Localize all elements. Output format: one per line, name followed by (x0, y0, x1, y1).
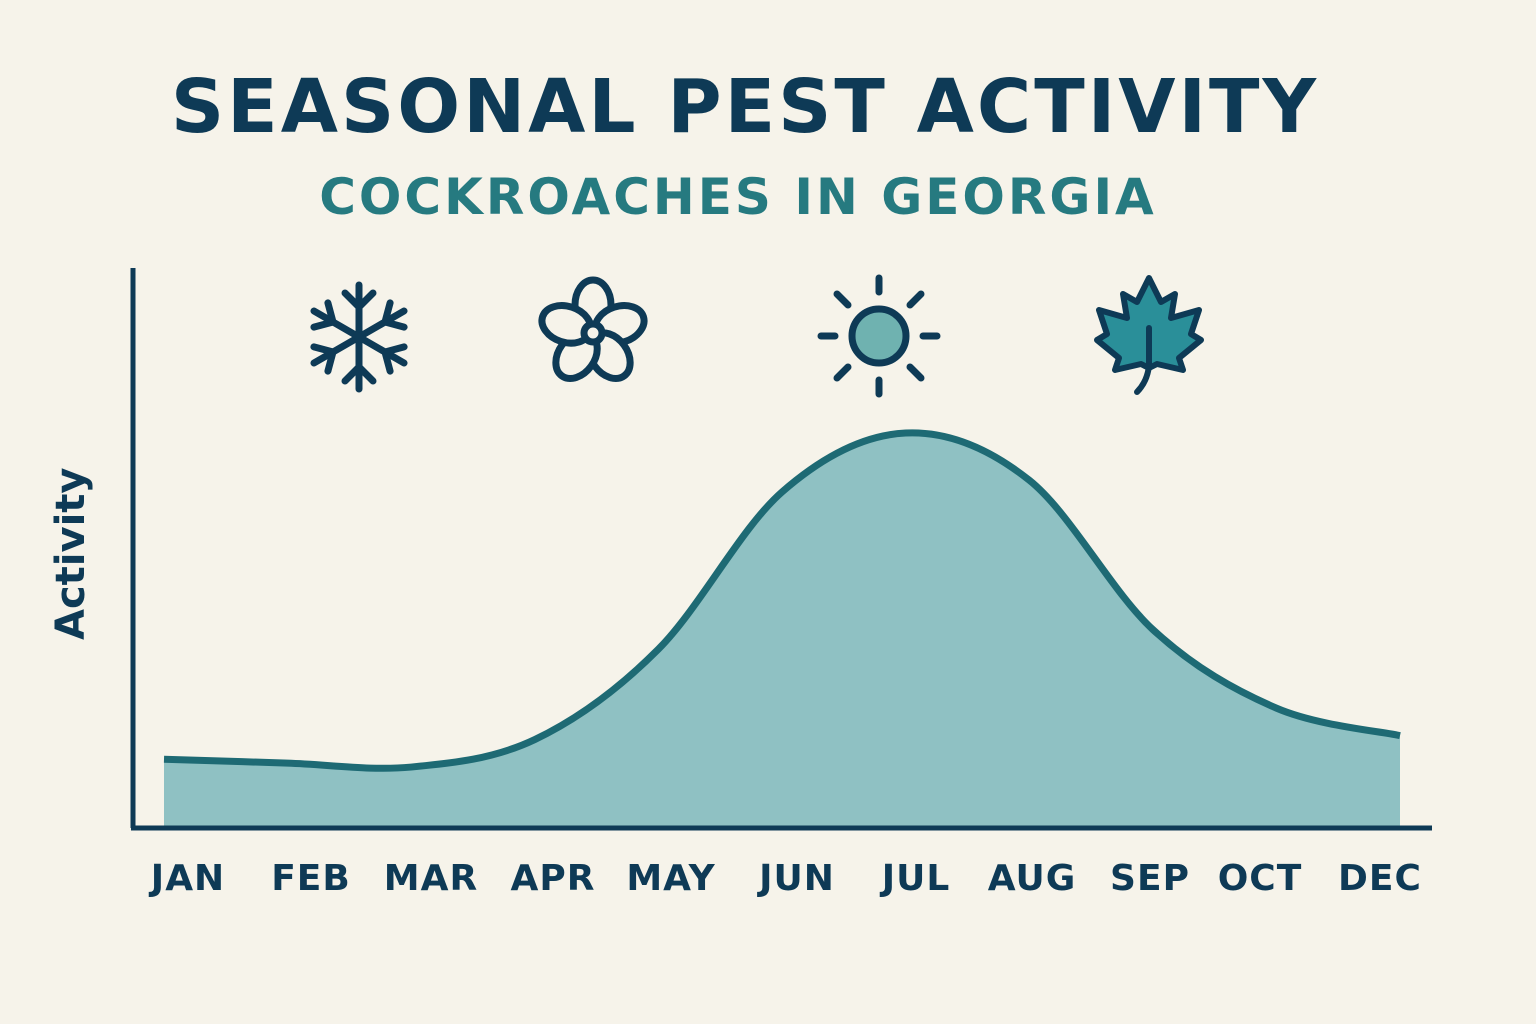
activity-line (163, 429, 1401, 772)
flower-icon (537, 276, 649, 386)
chart-title: SEASONAL PEST ACTIVITY (170, 64, 1320, 150)
x-tick-jan: JAN (150, 858, 226, 899)
x-tick-oct: OCT (1217, 858, 1303, 899)
chart-subtitle: COCKROACHES IN GEORGIA (319, 168, 1157, 226)
x-tick-sep: SEP (1110, 858, 1190, 899)
x-tick-mar: MAR (383, 858, 479, 899)
x-tick-jun: JUN (759, 858, 835, 899)
maple-leaf-icon (1094, 275, 1204, 395)
x-tick-apr: APR (510, 858, 596, 899)
activity-area (164, 432, 1400, 826)
x-tick-dec: DEC (1338, 858, 1422, 899)
x-tick-feb: FEB (271, 858, 351, 899)
x-tick-jul: JUL (881, 858, 951, 899)
snowflake-icon (307, 281, 411, 389)
x-tick-aug: AUG (987, 858, 1077, 899)
x-tick-may: MAY (626, 858, 716, 899)
sun-icon (817, 274, 941, 398)
